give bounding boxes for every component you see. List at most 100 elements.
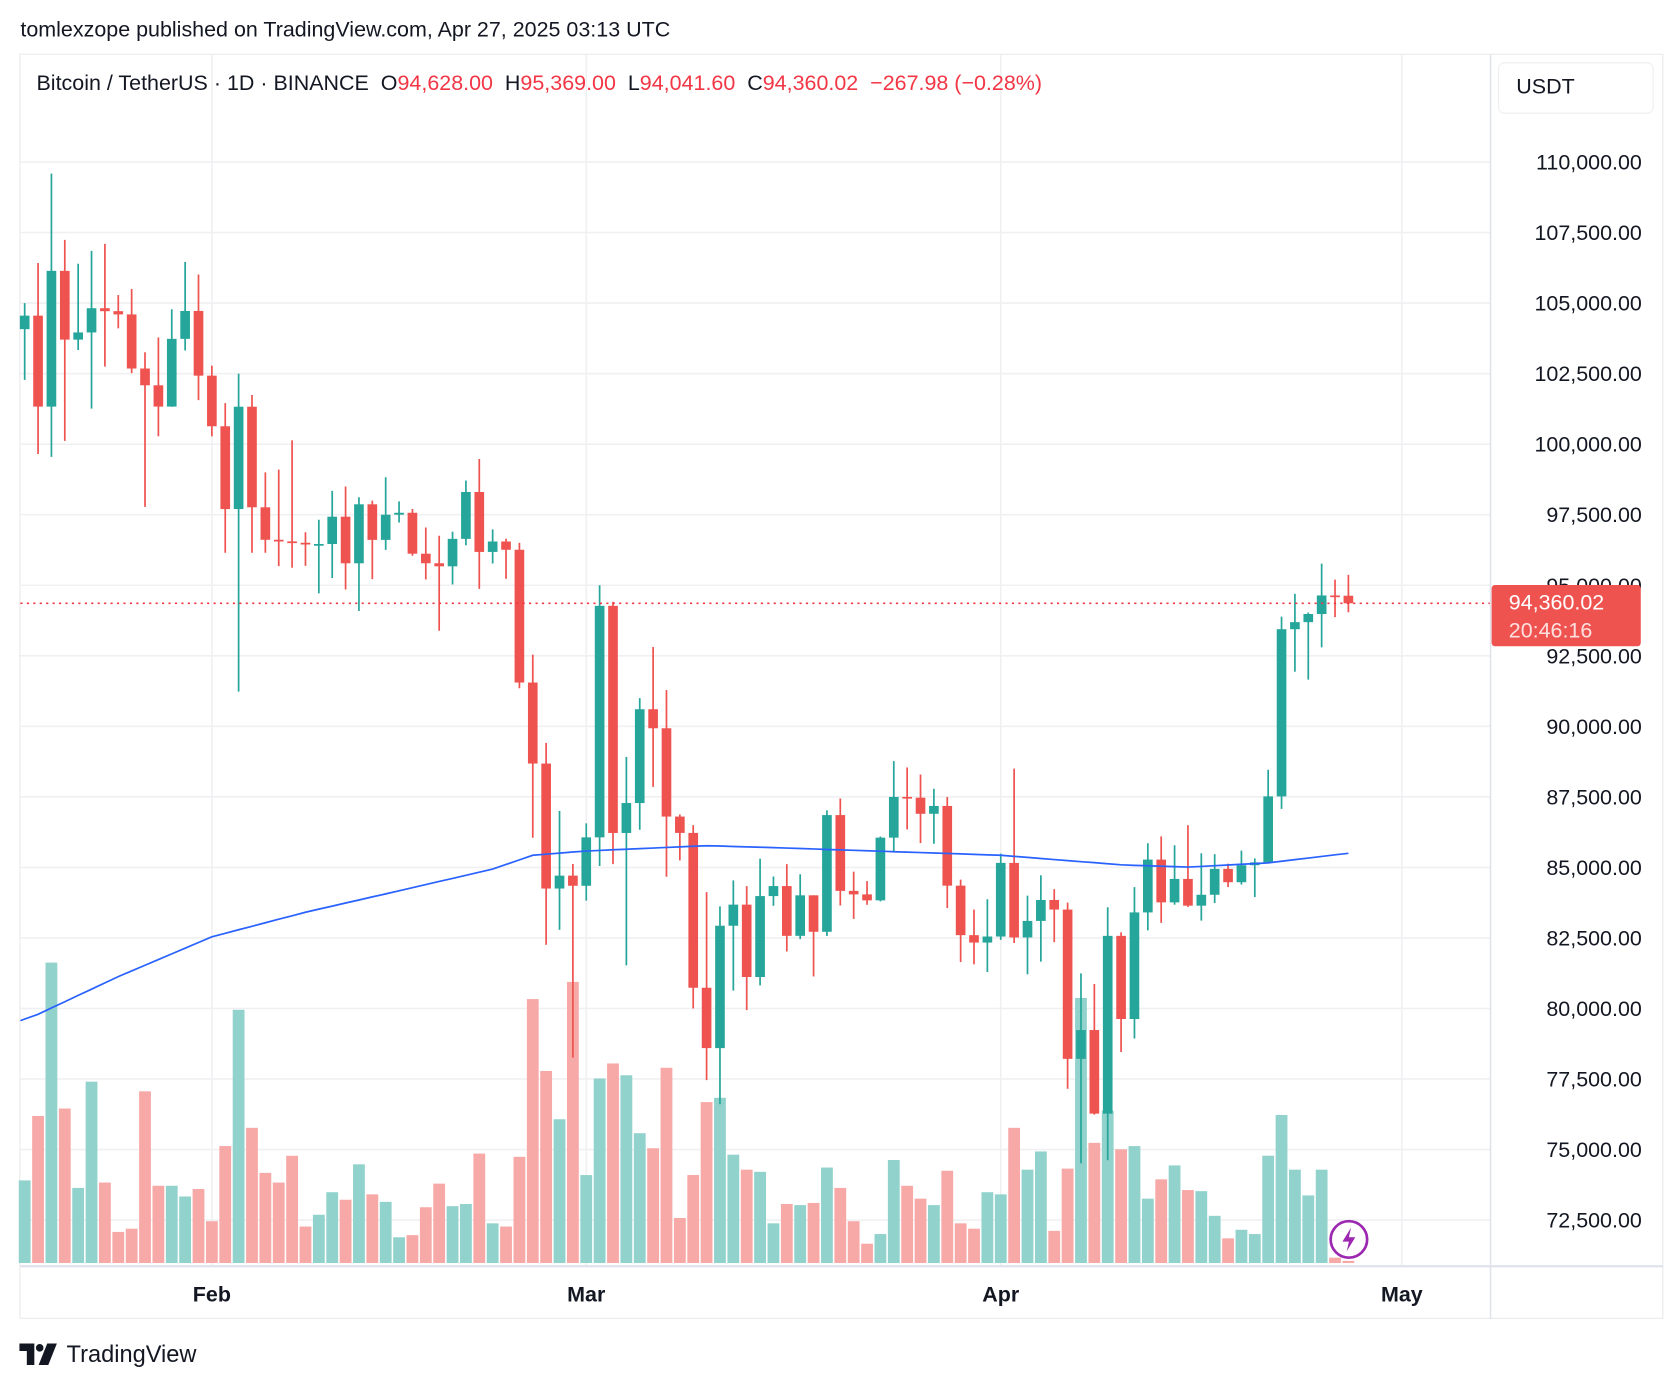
ohlc-legend: Bitcoin / TetherUS · 1D · BINANCE O94,62…	[36, 72, 1042, 97]
candle-body	[287, 541, 297, 544]
lightning-icon[interactable]	[1329, 1219, 1369, 1260]
volume-bar	[714, 1097, 726, 1264]
volume-bar	[393, 1237, 405, 1264]
price-tick-label: 110,000.00	[1536, 151, 1642, 175]
candle-body	[661, 728, 672, 817]
candle	[755, 858, 765, 986]
volume-bar	[1168, 1165, 1181, 1264]
volume-bar	[1048, 1230, 1061, 1264]
open-label: O	[380, 71, 398, 96]
candle-body	[1102, 935, 1113, 1114]
candle	[1263, 769, 1273, 864]
volume-bar	[727, 1154, 740, 1264]
candle-body	[1062, 909, 1073, 1059]
volume-bar	[1289, 1169, 1301, 1264]
candle	[420, 527, 431, 580]
volume-bar	[968, 1228, 980, 1264]
currency-button[interactable]: USDT	[1498, 62, 1654, 114]
volume-bar	[740, 1169, 753, 1264]
candle	[1276, 616, 1287, 809]
volume-bar	[607, 1063, 619, 1264]
volume-bar	[593, 1078, 606, 1264]
candle	[501, 538, 511, 579]
volume-bar	[486, 1223, 499, 1264]
change-value: −267.98 (−0.28%)	[870, 71, 1042, 96]
candle	[1223, 863, 1233, 888]
candle	[1183, 825, 1193, 907]
candle-body	[340, 516, 351, 564]
high-value: 95,369.00	[520, 71, 616, 96]
candle	[688, 825, 699, 1009]
candle	[1209, 854, 1220, 904]
candle-body	[808, 895, 819, 932]
candle	[728, 880, 739, 991]
time-tick-label: Feb	[193, 1283, 231, 1307]
volume-bar	[312, 1214, 325, 1264]
volume-bar	[272, 1182, 285, 1264]
candle	[955, 879, 966, 963]
candle-body	[314, 543, 324, 546]
candle	[1236, 850, 1247, 885]
price-tick-label: 72,500.00	[1546, 1209, 1642, 1233]
candle	[995, 853, 1006, 940]
candle	[848, 871, 859, 919]
volume-bar	[994, 1194, 1007, 1264]
candle-body	[675, 816, 685, 833]
candle-body	[86, 308, 97, 333]
candle	[1036, 875, 1046, 962]
candle	[220, 403, 231, 553]
volume-bar	[821, 1167, 833, 1264]
candle	[1102, 907, 1113, 1161]
candle	[1062, 902, 1073, 1089]
price-tick-label: 100,000.00	[1534, 433, 1641, 457]
tradingview-logo-icon	[19, 1343, 57, 1365]
candle-body	[955, 885, 966, 936]
candle	[1156, 836, 1167, 923]
volume-bar	[981, 1192, 994, 1264]
candle-body	[1036, 900, 1046, 921]
candle-body	[434, 563, 445, 567]
candle-body	[73, 332, 83, 340]
candle-body	[608, 605, 618, 833]
candle-body	[594, 605, 605, 838]
candle	[126, 289, 137, 374]
candle	[407, 508, 418, 556]
candle-body	[1143, 859, 1153, 913]
candle	[1169, 845, 1180, 905]
candle-body	[153, 385, 164, 407]
candle	[73, 263, 83, 350]
symbol-title[interactable]: Bitcoin / TetherUS · 1D · BINANCE	[36, 71, 369, 96]
candle-body	[19, 315, 30, 330]
candle-body	[1236, 865, 1247, 883]
candle-body	[1156, 859, 1167, 903]
volume-bar	[286, 1155, 298, 1264]
candle	[608, 601, 618, 865]
candle	[527, 654, 538, 838]
volume-bar	[1329, 1257, 1341, 1264]
volume-bar	[1141, 1198, 1154, 1264]
candle	[273, 469, 284, 567]
candle-body	[982, 936, 993, 943]
volume-bar	[767, 1223, 780, 1264]
candle	[166, 309, 177, 407]
brand-name: TradingView	[66, 1340, 197, 1368]
candle	[741, 886, 752, 1011]
volume-bar	[58, 1108, 71, 1264]
volume-bar	[647, 1148, 660, 1264]
candle	[314, 519, 324, 594]
tradingview-logo[interactable]: TradingView	[19, 1340, 196, 1368]
volume-bar	[1235, 1229, 1248, 1264]
volume-bar	[794, 1205, 807, 1264]
candle	[594, 585, 605, 866]
candle-body	[781, 886, 792, 936]
price-tick-label: 105,000.00	[1534, 292, 1641, 316]
candle	[180, 262, 190, 351]
candle-body	[568, 875, 578, 886]
candle	[474, 458, 485, 589]
volume-bar	[807, 1202, 820, 1264]
candle-body	[33, 315, 43, 407]
volume-bar	[700, 1102, 713, 1264]
candle	[701, 892, 712, 1081]
candle-body	[207, 375, 217, 427]
